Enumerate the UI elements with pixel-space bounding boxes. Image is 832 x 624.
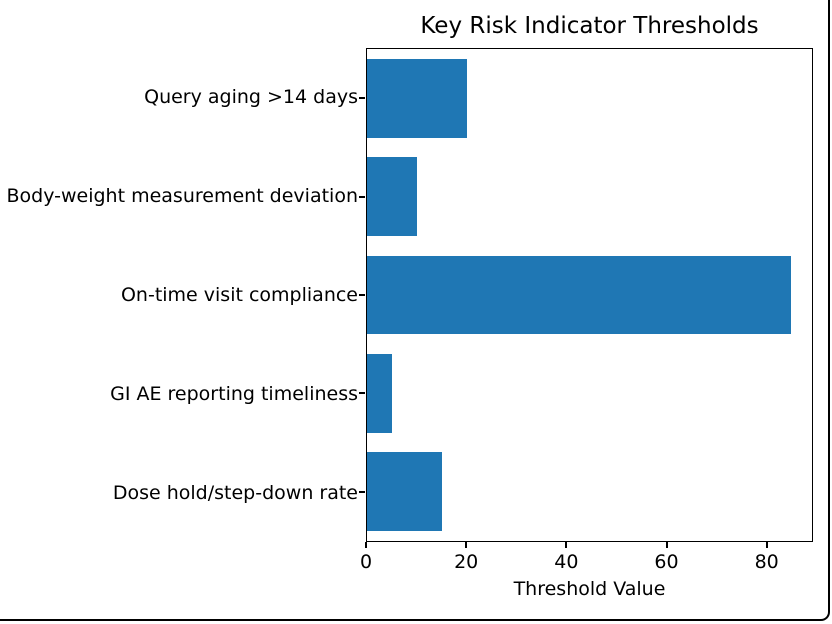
- y-tick-mark: [359, 490, 366, 493]
- bar: [367, 452, 442, 532]
- x-tick-label: 60: [654, 551, 679, 573]
- category-label: On-time visit compliance: [120, 284, 358, 306]
- y-tick-mark: [359, 294, 366, 296]
- y-tick-mark: [359, 392, 366, 395]
- y-tick-mark: [359, 97, 366, 100]
- bar: [367, 354, 392, 433]
- chart-title: Key Risk Indicator Thresholds: [420, 13, 759, 39]
- x-tick-mark: [465, 542, 468, 548]
- category-label: Body-weight measurement deviation: [6, 185, 359, 208]
- x-axis-ticks: 0 20 40 60 80: [360, 542, 813, 582]
- bars-layer: [367, 49, 812, 541]
- bar: [367, 58, 467, 138]
- bar-row: [367, 49, 812, 147]
- x-tick-mark: [665, 542, 668, 548]
- bar-row: [367, 147, 812, 245]
- bar-row: [367, 443, 812, 541]
- bar-row: [367, 246, 812, 344]
- x-tick-label: 80: [754, 551, 779, 573]
- x-tick-mark: [365, 542, 367, 548]
- category-labels: Query aging >14 days Body-weight measurem…: [0, 48, 359, 542]
- category-label: GI AE reporting timeliness: [110, 382, 358, 405]
- bar-row: [367, 344, 812, 442]
- category-label: Query aging >14 days: [144, 86, 358, 109]
- bar: [367, 157, 417, 236]
- x-tick-label: 20: [454, 551, 479, 573]
- bar: [367, 255, 791, 335]
- x-tick-label: 40: [554, 551, 579, 573]
- category-label: Dose hold/step-down rate: [112, 481, 358, 504]
- x-tick-label: 0: [359, 551, 373, 573]
- x-tick-mark: [765, 542, 768, 548]
- y-tick-mark: [359, 195, 366, 198]
- x-tick-mark: [565, 542, 568, 548]
- plot-area: [359, 48, 813, 542]
- x-axis-label: Threshold Value: [513, 578, 666, 600]
